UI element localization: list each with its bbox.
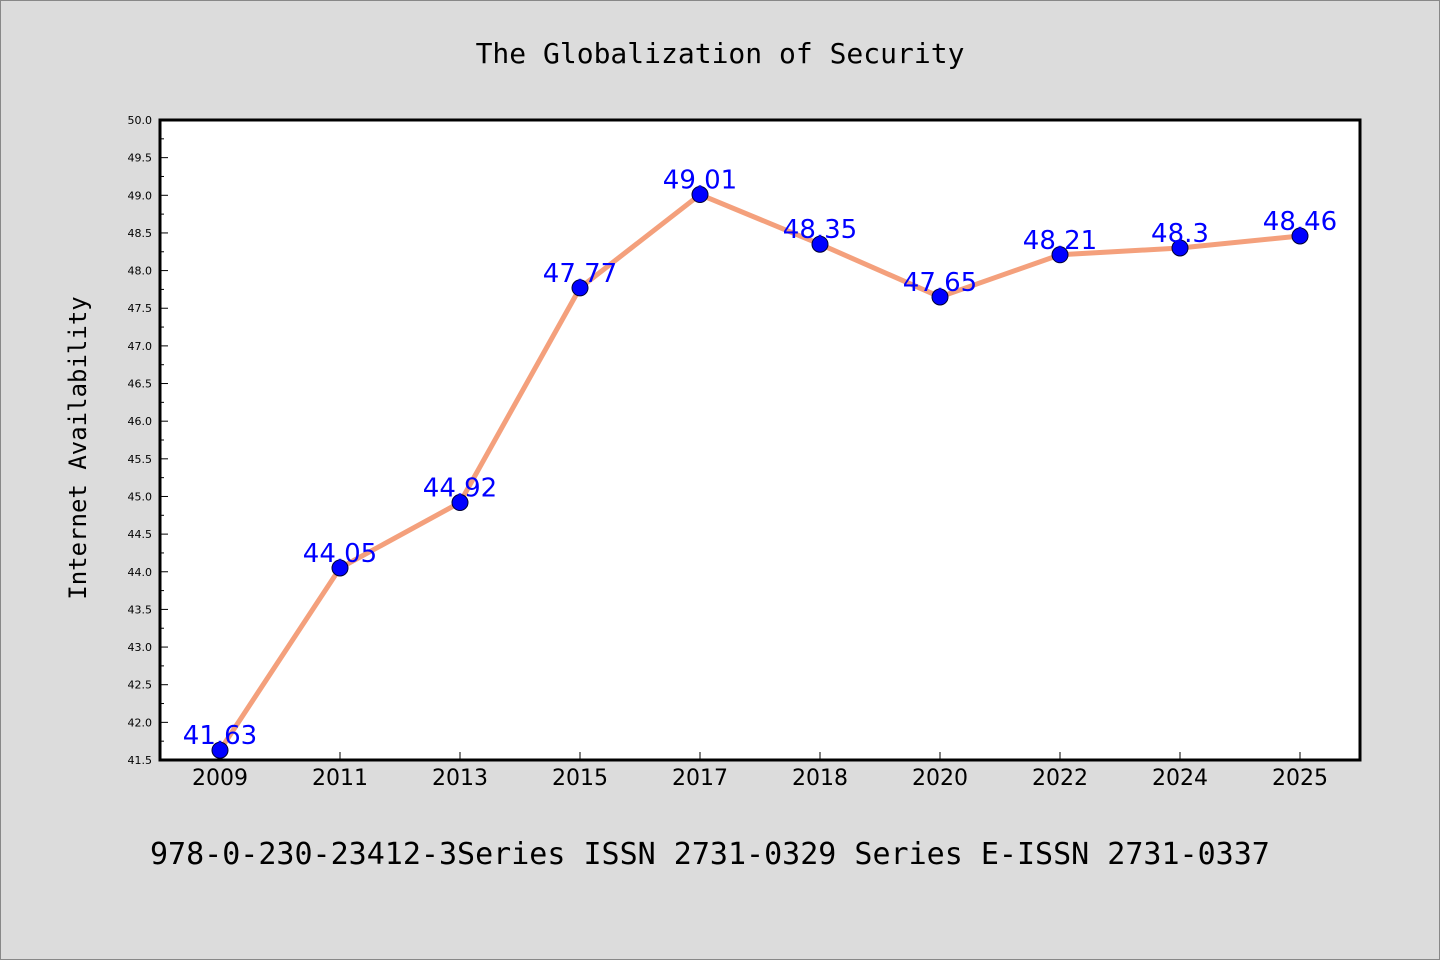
x-tick-label: 2020 — [912, 766, 968, 791]
x-tick-label: 2013 — [432, 766, 488, 791]
isbn-issn-footer: 978-0-230-23412-3Series ISSN 2731-0329 S… — [150, 837, 1270, 872]
y-tick-label: 48.0 — [128, 265, 153, 278]
series-layer: 41.63 44.05 44.92 47.77 49.01 48.35 47.65 48.21… — [183, 166, 1337, 759]
plot-area — [160, 120, 1360, 760]
data-point-marker — [331, 559, 349, 577]
y-tick-label: 41.5 — [128, 754, 153, 767]
y-tick-label: 42.5 — [128, 679, 153, 692]
y-tick-label: 48.5 — [128, 227, 153, 240]
x-axis: 2009 2011 2013 2015 2017 2018 2020 2022 2024 2025 — [192, 752, 1328, 791]
data-label: 48.3 — [1151, 219, 1209, 249]
y-tick-label: 44.5 — [128, 528, 153, 541]
y-tick-label: 42.0 — [128, 716, 153, 729]
y-tick-label: 44.0 — [128, 566, 153, 579]
y-tick-label: 49.0 — [128, 189, 153, 202]
data-label: 48.21 — [1023, 226, 1097, 256]
data-label: 47.77 — [543, 259, 617, 289]
data-point-marker — [1051, 246, 1069, 264]
data-label: 48.35 — [783, 215, 857, 245]
series-line — [217, 192, 1303, 753]
data-point-marker — [691, 186, 709, 204]
plot-frame — [158, 118, 1362, 762]
data-label: 49.01 — [663, 166, 737, 196]
y-tick-label: 45.5 — [128, 453, 153, 466]
x-tick-label: 2025 — [1272, 766, 1328, 791]
y-tick-label: 46.0 — [128, 415, 153, 428]
data-point-marker — [931, 288, 949, 306]
y-tick-label: 47.0 — [128, 340, 153, 353]
x-tick-label: 2011 — [312, 766, 368, 791]
y-tick-label: 49.5 — [128, 152, 153, 165]
data-point-marker — [571, 279, 589, 297]
data-point-marker — [811, 235, 829, 253]
x-tick-label: 2018 — [792, 766, 848, 791]
data-point-marker — [1171, 239, 1189, 257]
data-label: 44.92 — [423, 473, 497, 503]
data-label: 44.05 — [303, 539, 377, 569]
data-point-marker — [211, 741, 229, 759]
data-label: 41.63 — [183, 721, 257, 751]
data-point-marker — [451, 493, 469, 511]
data-label: 47.65 — [903, 268, 977, 298]
y-axis-label: Internet Availability — [64, 296, 92, 599]
y-tick-label: 47.5 — [128, 302, 153, 315]
x-tick-label: 2017 — [672, 766, 728, 791]
y-tick-label: 46.5 — [128, 378, 153, 391]
x-tick-label: 2022 — [1032, 766, 1088, 791]
y-tick-label: 43.0 — [128, 641, 153, 654]
chart-title: The Globalization of Security — [476, 37, 965, 70]
y-tick-label: 50.0 — [128, 114, 153, 127]
y-tick-label: 45.0 — [128, 490, 153, 503]
y-tick-label: 43.5 — [128, 603, 153, 616]
data-label: 48.46 — [1263, 207, 1337, 237]
data-point-marker — [1291, 227, 1309, 245]
x-tick-label: 2015 — [552, 766, 608, 791]
x-tick-label: 2009 — [192, 766, 248, 791]
x-tick-label: 2024 — [1152, 766, 1208, 791]
